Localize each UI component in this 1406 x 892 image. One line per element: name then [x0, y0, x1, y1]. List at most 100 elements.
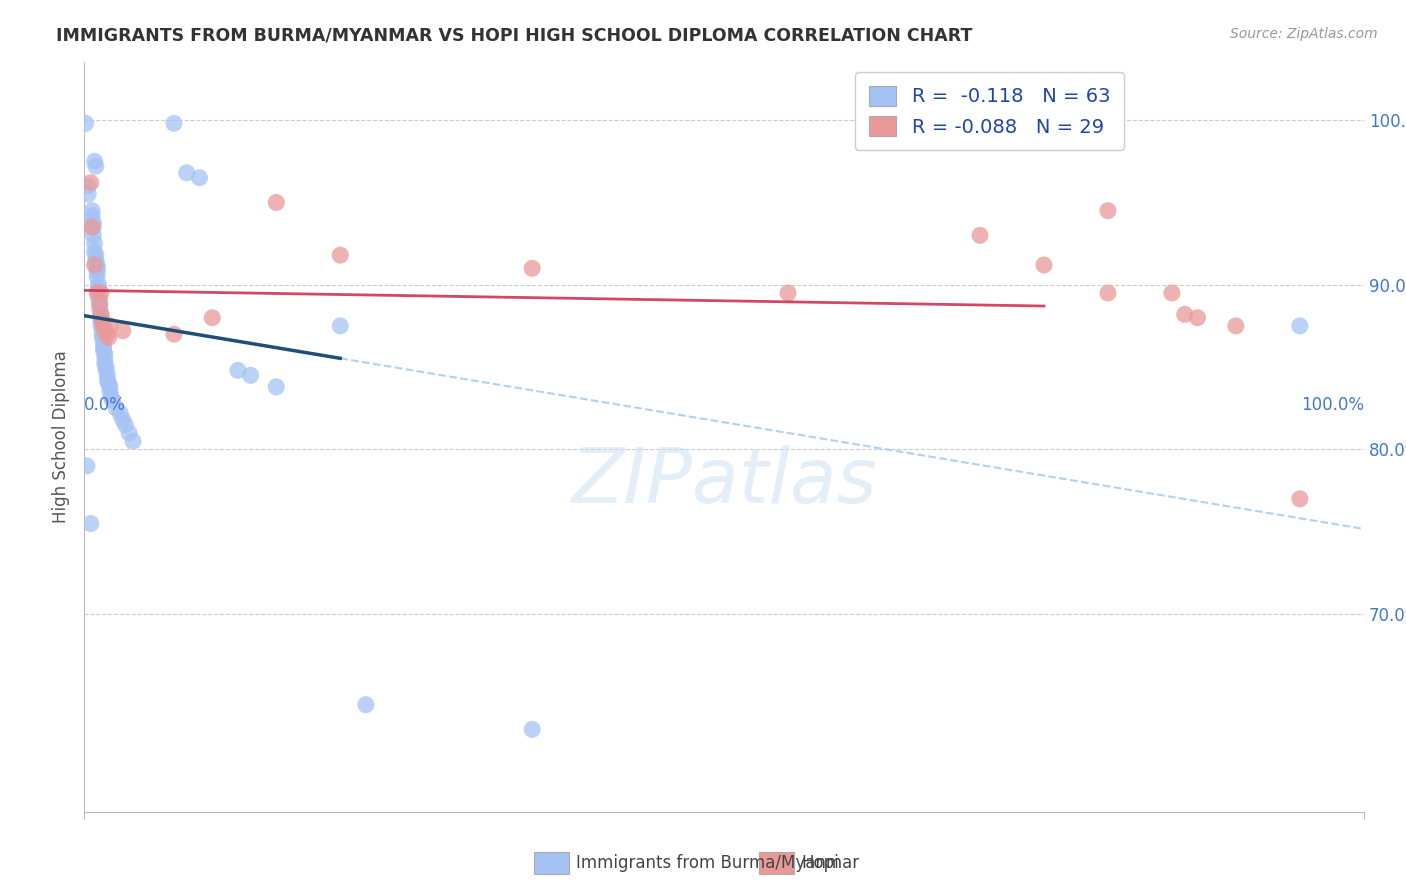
Point	[96, 327, 118, 342]
Point	[100, 390, 122, 404]
Point	[82, 220, 104, 235]
Point	[97, 376, 120, 391]
Point	[778, 285, 800, 300]
Text: Immigrants from Burma/Myanmar: Immigrants from Burma/Myanmar	[576, 855, 859, 872]
Point	[86, 285, 108, 300]
Point	[89, 297, 111, 311]
Text: 100.0%: 100.0%	[1301, 396, 1364, 414]
Y-axis label: High School Diploma: High School Diploma	[52, 351, 70, 524]
Point	[87, 277, 110, 292]
Point	[98, 318, 121, 333]
Point	[86, 261, 108, 276]
Point	[84, 248, 107, 262]
Point	[86, 258, 108, 272]
Point	[90, 318, 112, 333]
Point	[76, 458, 98, 473]
Point	[91, 327, 114, 342]
Point	[329, 318, 352, 333]
Point	[1288, 491, 1310, 506]
Point	[89, 297, 111, 311]
Point	[1225, 318, 1247, 333]
Point	[520, 261, 543, 276]
Point	[80, 220, 103, 235]
Point	[96, 368, 118, 383]
Point	[122, 434, 145, 449]
Text: Hopi: Hopi	[801, 855, 839, 872]
Point	[90, 314, 112, 328]
Point	[87, 281, 110, 295]
Point	[87, 291, 110, 305]
Point	[77, 187, 100, 202]
Point	[354, 698, 377, 712]
Point	[90, 307, 112, 321]
Point	[329, 248, 352, 262]
Point	[1097, 285, 1119, 300]
Point	[1097, 203, 1119, 218]
Point	[111, 413, 134, 427]
Point	[1187, 310, 1209, 325]
Point	[80, 203, 103, 218]
Point	[84, 253, 107, 268]
Point	[83, 258, 105, 272]
Point	[163, 116, 186, 130]
Point	[86, 269, 108, 284]
Point	[201, 310, 224, 325]
Point	[80, 176, 103, 190]
Point	[969, 228, 991, 243]
Point	[90, 307, 112, 321]
Point	[80, 516, 103, 531]
Point	[1032, 258, 1054, 272]
Point	[188, 170, 211, 185]
Point	[91, 330, 114, 344]
Point	[93, 343, 115, 358]
Point	[86, 264, 108, 278]
Point	[80, 209, 103, 223]
Point	[94, 360, 117, 375]
Point	[75, 116, 97, 130]
Point	[94, 363, 117, 377]
Point	[89, 302, 111, 317]
Text: IMMIGRANTS FROM BURMA/MYANMAR VS HOPI HIGH SCHOOL DIPLOMA CORRELATION CHART: IMMIGRANTS FROM BURMA/MYANMAR VS HOPI HI…	[56, 27, 973, 45]
Point	[93, 318, 115, 333]
Point	[97, 330, 120, 344]
Point	[90, 285, 112, 300]
Point	[77, 178, 100, 193]
Point	[89, 294, 111, 309]
Point	[94, 351, 117, 366]
Point	[1160, 285, 1182, 300]
Legend: R =  -0.118   N = 63, R = -0.088   N = 29: R = -0.118 N = 63, R = -0.088 N = 29	[855, 72, 1123, 150]
Text: Source: ZipAtlas.com: Source: ZipAtlas.com	[1230, 27, 1378, 41]
Point	[83, 244, 105, 259]
Point	[83, 236, 105, 251]
Point	[94, 357, 117, 371]
Point	[91, 324, 114, 338]
Point	[176, 166, 198, 180]
Point	[91, 314, 114, 328]
Point	[82, 215, 104, 229]
Point	[98, 384, 121, 399]
Point	[83, 154, 105, 169]
Point	[108, 406, 131, 420]
Point	[1174, 307, 1197, 321]
Point	[520, 723, 543, 737]
Point	[1288, 318, 1310, 333]
Point	[87, 285, 110, 300]
Point	[105, 401, 128, 416]
Point	[84, 159, 107, 173]
Point	[82, 228, 104, 243]
Point	[111, 324, 134, 338]
Point	[90, 310, 112, 325]
Point	[94, 347, 117, 361]
Point	[264, 380, 288, 394]
Point	[98, 380, 121, 394]
Text: ZIPatlas: ZIPatlas	[571, 445, 877, 519]
Text: 0.0%: 0.0%	[84, 396, 127, 414]
Point	[93, 340, 115, 354]
Point	[96, 373, 118, 387]
Point	[239, 368, 262, 383]
Point	[163, 327, 186, 342]
Point	[264, 195, 288, 210]
Point	[93, 335, 115, 350]
Point	[118, 425, 141, 440]
Point	[94, 324, 117, 338]
